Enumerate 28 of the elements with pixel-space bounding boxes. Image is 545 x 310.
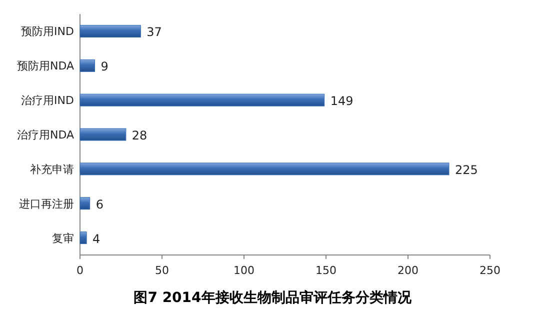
x-tick-label: 150 <box>316 264 336 277</box>
y-tick-label: 进口再注册 <box>19 197 74 210</box>
data-label: 28 <box>132 128 148 142</box>
y-tick-label: 复审 <box>52 232 74 245</box>
bar <box>80 59 96 72</box>
y-tick-label: 治疗用IND <box>21 94 74 108</box>
bar <box>80 94 325 106</box>
data-label: 149 <box>330 94 354 108</box>
y-tick-label: 预防用NDA <box>16 60 74 73</box>
bar <box>80 232 87 244</box>
text: 图7 2014年接收生物制品审评任务分类情况 <box>134 289 412 306</box>
data-label: 37 <box>146 25 162 40</box>
y-tick-label: 补充申请 <box>30 162 74 176</box>
bar <box>80 24 141 38</box>
bar <box>80 128 126 141</box>
x-tick-label: 250 <box>480 264 500 277</box>
bar <box>80 197 90 210</box>
y-tick-label: 治疗用NDA <box>16 128 74 142</box>
x-tick-label: 0 <box>76 264 84 277</box>
data-label: 225 <box>455 162 478 177</box>
bar <box>80 162 450 176</box>
data-label: 9 <box>100 60 108 74</box>
x-tick-label: 100 <box>234 264 254 277</box>
x-tick-label: 50 <box>155 264 169 277</box>
x-tick-label: 200 <box>398 264 418 277</box>
y-tick-label: 预防用IND <box>21 25 74 38</box>
data-label: 4 <box>92 232 100 246</box>
data-label: 6 <box>96 197 104 212</box>
